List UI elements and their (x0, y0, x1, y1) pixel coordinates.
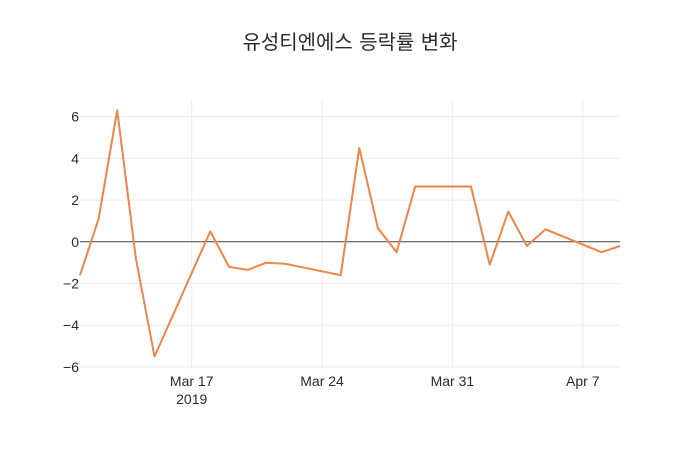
x-tick-label: Mar 24 (300, 373, 344, 389)
y-tick-label: −6 (63, 359, 79, 375)
x-tick-label: Mar 17 (170, 373, 214, 389)
x-tick-label: Apr 7 (566, 373, 600, 389)
grid (80, 100, 620, 369)
chart-title: 유성티엔에스 등락률 변화 (242, 30, 457, 54)
y-tick-label: −4 (63, 317, 79, 333)
x-tick-label: Mar 31 (431, 373, 475, 389)
series-layer (79, 109, 621, 358)
axes: Mar 17 Mar 24 Mar 31 Apr 7 2019 6 4 2 0 −2 −4 −6 (63, 109, 620, 407)
y-tick-label: 4 (71, 150, 79, 166)
series-line (79, 109, 621, 358)
y-tick-label: 6 (71, 109, 79, 125)
x-tick-sublabel: 2019 (176, 391, 207, 407)
y-tick-label: 2 (71, 192, 79, 208)
y-tick-label: 0 (71, 234, 79, 250)
y-tick-label: −2 (63, 276, 79, 292)
